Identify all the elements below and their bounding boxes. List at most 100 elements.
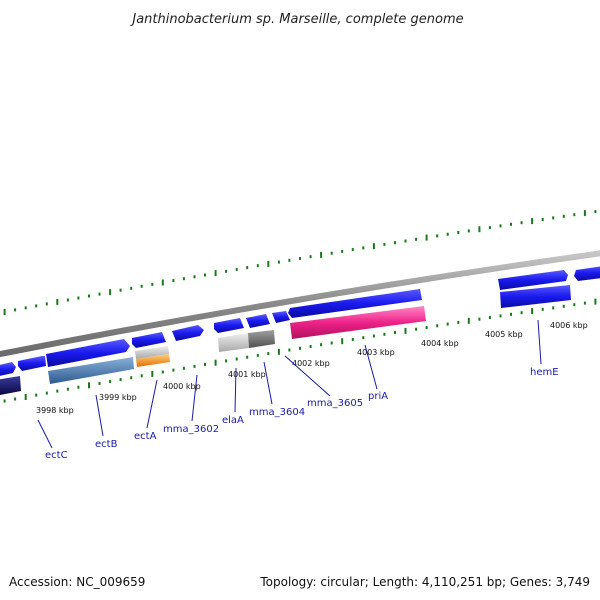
minor-tick-mark [372, 334, 375, 338]
minor-tick-mark [246, 355, 249, 359]
minor-tick-mark [140, 374, 143, 378]
gene-arrow [172, 325, 204, 341]
minor-tick-mark [288, 348, 291, 352]
minor-tick-mark [446, 322, 449, 326]
tick-label-4002: 4002 kbp [292, 359, 330, 368]
gene-arrow [46, 339, 130, 367]
gene-label-lines [37, 319, 542, 449]
minor-tick-mark [341, 249, 344, 253]
minor-tick-mark [457, 231, 460, 234]
minor-tick-mark [14, 308, 17, 312]
minor-tick-mark [330, 251, 333, 255]
minor-tick-mark [488, 316, 491, 319]
minor-tick-mark [130, 376, 133, 380]
minor-tick-mark [193, 275, 196, 279]
major-tick-mark [372, 243, 375, 250]
minor-tick-mark [594, 210, 597, 214]
major-tick-mark [320, 251, 323, 258]
minor-tick-mark [256, 264, 259, 268]
minor-tick-mark [225, 359, 228, 363]
minor-tick-mark [394, 241, 396, 245]
minor-tick-mark [351, 248, 354, 252]
minor-tick-mark [520, 221, 523, 225]
minor-tick-mark [235, 267, 238, 271]
gene-labels: ectC ectB ectA mma_3602 elaA mma_3604 mm… [45, 367, 559, 461]
minor-tick-mark [3, 399, 6, 403]
minor-tick-mark [541, 307, 544, 311]
gene-arrow [574, 266, 600, 281]
major-tick-mark [88, 382, 90, 389]
minor-tick-mark [383, 332, 386, 336]
gene-label-mma-3604: mma_3604 [249, 407, 305, 418]
minor-tick-mark [499, 224, 502, 228]
gene-label-ectA: ectA [134, 431, 157, 442]
gene-mma-3604 [248, 330, 275, 348]
minor-tick-mark [415, 237, 418, 241]
genome-backbone [0, 250, 600, 358]
major-tick-mark [594, 298, 597, 305]
gene-arrow [498, 270, 568, 290]
gene-arrow [246, 314, 270, 328]
major-tick-mark [404, 327, 407, 334]
tick-label-3999: 3999 kbp [99, 393, 137, 402]
minor-tick-mark [98, 381, 101, 385]
minor-tick-mark [256, 353, 259, 357]
minor-tick-mark [45, 391, 48, 395]
major-tick-mark [3, 309, 6, 315]
minor-tick-mark [172, 279, 175, 283]
major-tick-mark [277, 348, 280, 355]
outer-tick-ring [3, 210, 597, 315]
gene-label-ectB: ectB [95, 439, 118, 450]
minor-tick-mark [488, 226, 491, 230]
minor-tick-mark [446, 232, 449, 236]
major-tick-mark [56, 298, 59, 305]
minor-tick-mark [98, 292, 101, 296]
gene-label-hemE: hemE [530, 367, 559, 378]
tick-label-3998: 3998 kbp [36, 406, 74, 415]
minor-tick-mark [573, 303, 576, 307]
gene-arrow [288, 289, 422, 318]
minor-tick-mark [130, 286, 133, 290]
minor-tick-mark [267, 352, 270, 356]
major-tick-mark [341, 338, 344, 345]
minor-tick-mark [119, 378, 122, 382]
tick-label-4006: 4006 kbp [550, 321, 588, 330]
forward-strand-genes [0, 266, 600, 376]
gene-label-elaA: elaA [222, 415, 244, 426]
minor-tick-mark [467, 229, 470, 233]
minor-tick-mark [362, 336, 365, 340]
minor-tick-mark [552, 216, 555, 220]
gene-arrow [0, 376, 21, 396]
minor-tick-mark [457, 321, 460, 324]
gene-arrow [132, 332, 166, 348]
minor-tick-mark [394, 331, 396, 335]
gene-mma-3602 [218, 333, 249, 352]
minor-tick-mark [161, 370, 164, 374]
tick-labels: 3998 kbp 3999 kbp 4000 kbp 4001 kbp 4002… [36, 321, 588, 415]
major-tick-mark [531, 218, 534, 225]
minor-tick-mark [119, 288, 122, 292]
major-tick-mark [583, 210, 586, 217]
major-tick-mark [214, 359, 217, 366]
major-tick-mark [151, 370, 154, 377]
genome-stats-text: Topology: circular; Length: 4,110,251 bp… [259, 575, 590, 589]
major-tick-mark [24, 394, 27, 400]
minor-tick-mark [436, 234, 439, 238]
major-tick-mark [531, 308, 534, 315]
minor-tick-mark [225, 269, 228, 273]
tick-label-4005: 4005 kbp [485, 330, 523, 339]
major-tick-mark [109, 289, 112, 296]
tick-label-4003: 4003 kbp [357, 348, 395, 357]
tick-label-4004: 4004 kbp [421, 339, 459, 348]
minor-tick-mark [45, 302, 48, 306]
minor-tick-mark [88, 294, 90, 298]
minor-tick-mark [14, 397, 17, 401]
minor-tick-mark [172, 368, 175, 372]
major-tick-mark [214, 270, 217, 277]
minor-tick-mark [204, 363, 206, 366]
gene-ectB [48, 357, 134, 384]
minor-tick-mark [404, 239, 407, 243]
minor-tick-mark [77, 385, 80, 389]
minor-tick-mark [436, 324, 439, 328]
